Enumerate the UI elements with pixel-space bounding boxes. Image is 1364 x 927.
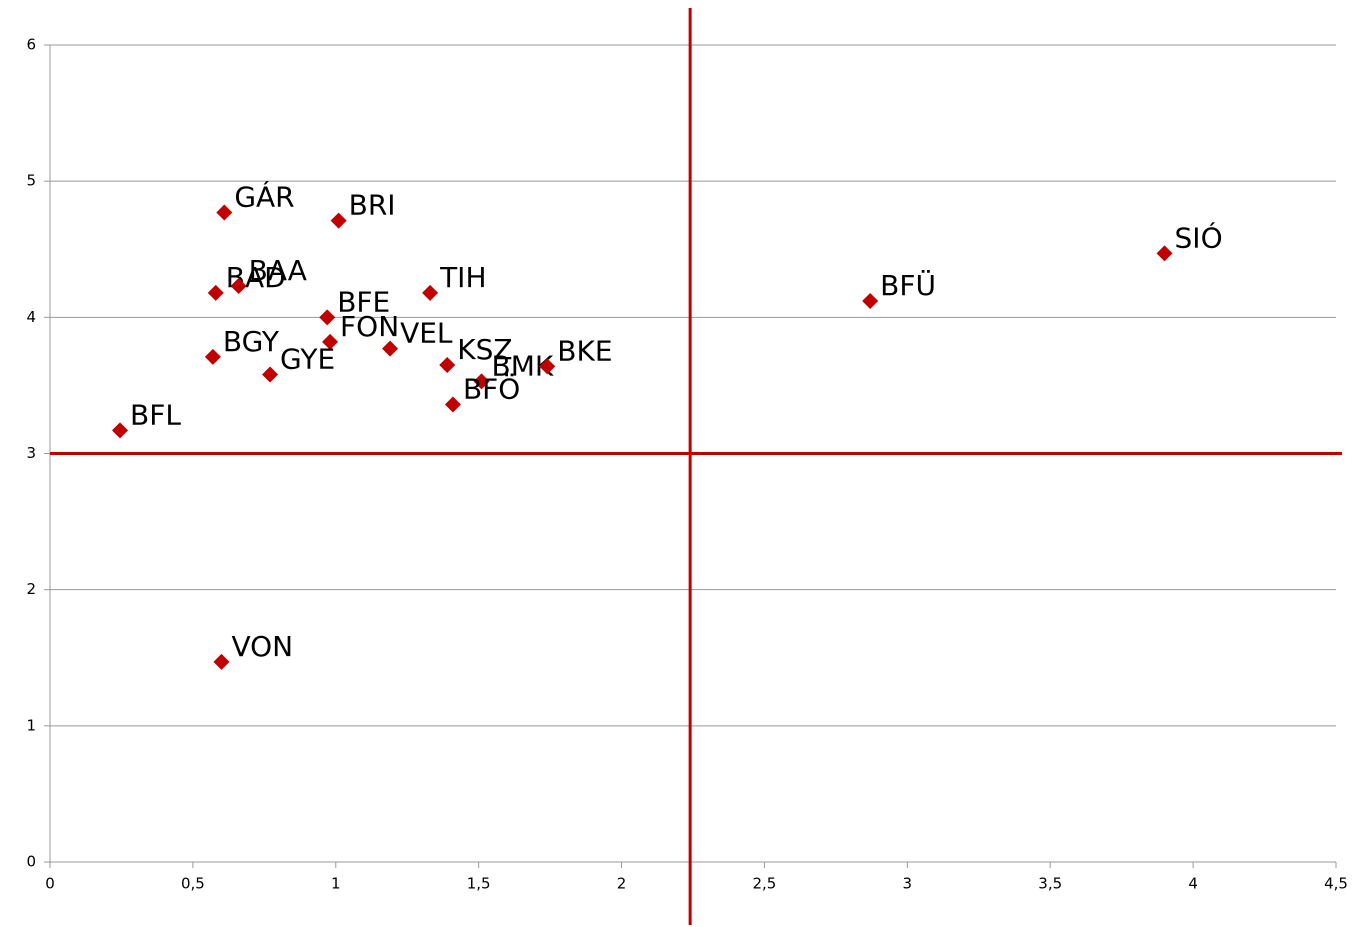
point-label: SIÓ — [1175, 220, 1223, 254]
point — [539, 358, 556, 375]
x-tick-label: 3,5 — [1038, 875, 1062, 893]
point — [382, 340, 399, 357]
point — [1156, 245, 1173, 262]
x-tick-label: 2 — [617, 875, 627, 893]
x-tick-label: 1 — [331, 875, 341, 893]
x-tick-label: 1,5 — [467, 875, 491, 893]
point-label: BKE — [557, 334, 612, 367]
point-label: BFE — [337, 285, 390, 318]
point-label: KSZ — [457, 333, 512, 366]
point — [216, 204, 233, 221]
point-label: BGY — [223, 325, 280, 358]
y-tick-label: 1 — [26, 716, 36, 734]
x-tick-label: 4,5 — [1324, 875, 1348, 893]
point — [112, 422, 129, 439]
point — [262, 366, 279, 383]
point — [230, 278, 247, 295]
point-label: BRI — [349, 189, 396, 222]
point-label: BFÜ — [880, 268, 936, 302]
point — [422, 284, 439, 301]
point-label: VEL — [400, 317, 453, 350]
y-tick-label: 6 — [26, 36, 36, 54]
point — [319, 309, 336, 326]
point — [204, 348, 221, 365]
point — [473, 373, 490, 390]
y-tick-label: 2 — [26, 580, 36, 598]
point-label: BFÖ — [463, 371, 520, 405]
point-label: TIH — [439, 261, 486, 294]
x-tick-label: 2,5 — [753, 875, 777, 893]
point-label: GÁR — [234, 179, 294, 213]
point — [439, 356, 456, 373]
point-label: GYE — [280, 343, 335, 376]
y-tick-label: 3 — [26, 444, 36, 462]
y-tick-label: 0 — [26, 853, 36, 871]
point — [444, 396, 461, 413]
x-tick-label: 0,5 — [181, 875, 205, 893]
x-tick-label: 3 — [903, 875, 913, 893]
point-label: FON — [340, 310, 399, 343]
point — [330, 212, 347, 229]
x-tick-label: 0 — [45, 875, 55, 893]
point — [207, 284, 224, 301]
point — [322, 333, 339, 350]
point-label: BAA — [249, 254, 307, 287]
point-label: VON — [231, 630, 293, 663]
y-tick-label: 4 — [26, 308, 36, 326]
y-tick-label: 5 — [26, 172, 36, 190]
x-tick-label: 4 — [1188, 875, 1198, 893]
point-label: BFL — [130, 398, 181, 431]
point — [862, 292, 879, 309]
point — [213, 653, 230, 670]
